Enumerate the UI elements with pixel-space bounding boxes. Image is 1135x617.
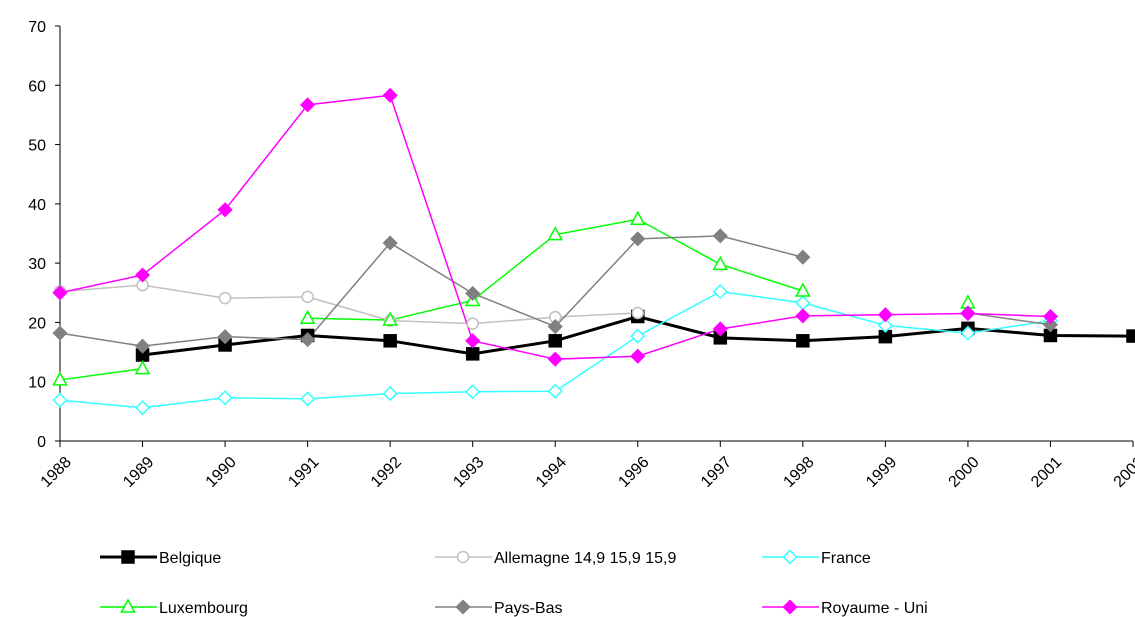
marker — [217, 390, 233, 406]
x-tick-label: 1999 — [863, 454, 900, 491]
marker — [134, 400, 151, 416]
x-tick-label: 1989 — [120, 454, 157, 491]
x-tick-label: 2002 — [1111, 454, 1135, 491]
marker — [465, 384, 481, 400]
marker — [455, 599, 471, 615]
legend-label: Luxembourg — [159, 600, 248, 617]
x-tick-label: 1998 — [780, 454, 817, 491]
legend-label: Royaume - Uni — [821, 600, 928, 617]
marker — [134, 360, 151, 375]
marker — [782, 599, 798, 615]
y-tick-label: 50 — [28, 138, 46, 155]
marker — [382, 386, 398, 402]
marker — [300, 391, 316, 407]
series-line — [59, 284, 638, 325]
legend-label: France — [821, 550, 871, 567]
x-tick-label: 1994 — [533, 454, 570, 491]
x-tick-label: 2000 — [946, 454, 983, 491]
x-tick-label: 1993 — [450, 454, 487, 491]
marker — [631, 306, 645, 320]
marker — [52, 392, 68, 408]
x-tick-label: 1988 — [38, 454, 75, 491]
series-line — [59, 235, 1051, 347]
marker — [1126, 329, 1135, 343]
marker — [300, 97, 316, 113]
y-tick-label: 70 — [28, 19, 46, 36]
x-tick-label: 1991 — [285, 454, 322, 491]
y-tick-label: 20 — [28, 315, 46, 332]
marker — [548, 334, 562, 348]
marker — [218, 291, 232, 305]
marker — [630, 328, 646, 344]
marker — [630, 231, 646, 247]
marker — [795, 308, 811, 324]
marker — [795, 295, 811, 311]
y-tick-label: 10 — [28, 375, 46, 392]
marker — [300, 332, 316, 348]
marker — [52, 325, 68, 341]
marker — [547, 226, 563, 241]
marker — [382, 235, 398, 251]
marker — [1042, 317, 1059, 333]
marker — [712, 321, 728, 337]
marker — [382, 87, 398, 103]
legend: Belgique Allemagne 14,9 15,9 15,9 France Lu… — [100, 549, 928, 617]
marker — [383, 334, 397, 348]
legend-label: Pays-Bas — [494, 600, 562, 617]
marker — [466, 317, 479, 330]
marker — [217, 202, 233, 218]
marker — [795, 282, 811, 297]
series-line — [60, 219, 968, 380]
marker — [301, 290, 314, 304]
marker — [960, 305, 976, 322]
marker — [877, 317, 893, 333]
marker — [712, 228, 728, 244]
marker — [134, 267, 151, 283]
marker — [712, 284, 728, 300]
marker — [465, 333, 481, 349]
x-tick-label: 1997 — [698, 454, 735, 491]
y-tick-label: 30 — [28, 256, 46, 273]
x-tick-label: 1996 — [615, 454, 652, 491]
marker — [52, 285, 68, 301]
marker — [456, 550, 470, 564]
marker — [52, 371, 68, 386]
marker — [121, 550, 135, 564]
marker — [465, 285, 481, 301]
marker — [465, 347, 480, 361]
marker — [547, 319, 563, 335]
x-tick-label: 2001 — [1028, 454, 1065, 491]
marker — [712, 255, 729, 271]
x-tick-label: 1990 — [203, 454, 240, 491]
marker — [134, 338, 151, 354]
marker — [795, 249, 811, 265]
x-tick-label: 1992 — [368, 454, 405, 491]
y-tick-label: 60 — [28, 78, 46, 95]
marker — [299, 309, 316, 325]
marker — [217, 329, 233, 345]
y-tick-label: 40 — [28, 197, 46, 214]
marker — [877, 307, 893, 323]
marker — [1042, 308, 1059, 325]
marker — [547, 383, 563, 399]
marker — [382, 311, 398, 326]
y-tick-label: 0 — [37, 434, 46, 451]
marker — [120, 598, 136, 613]
marker — [796, 334, 810, 348]
marker — [782, 549, 798, 565]
marker — [630, 210, 646, 226]
legend-label: Allemagne 14,9 15,9 15,9 — [494, 550, 676, 567]
marker — [960, 325, 976, 341]
marker — [630, 348, 646, 364]
marker — [547, 351, 563, 367]
legend-label: Belgique — [159, 550, 221, 567]
